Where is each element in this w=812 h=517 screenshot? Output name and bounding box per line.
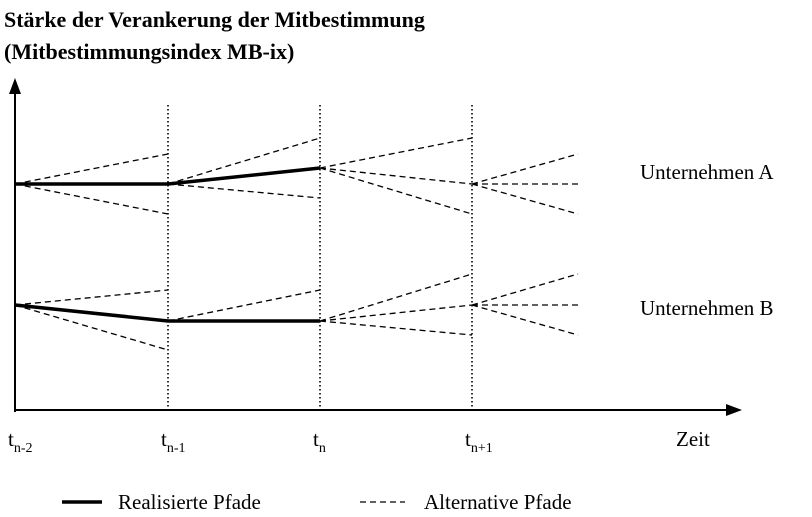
time-label: tn-1 xyxy=(161,427,186,456)
time-label: tn xyxy=(313,427,326,456)
alternative-paths xyxy=(14,137,579,351)
x-axis-label: Zeit xyxy=(676,427,710,451)
time-sub: n-1 xyxy=(167,441,186,456)
title-line: Stärke der Verankerung der Mitbestimmung xyxy=(4,7,425,32)
time-base: t xyxy=(8,427,14,451)
time-sub: n-2 xyxy=(14,441,33,456)
time-sub: n xyxy=(319,441,326,456)
axes xyxy=(9,78,742,416)
time-base: t xyxy=(313,427,319,451)
company-label: Unternehmen A xyxy=(640,160,774,184)
realized-paths xyxy=(14,166,321,323)
time-label: tn-2 xyxy=(8,427,33,456)
legend-label: Realisierte Pfade xyxy=(118,490,261,514)
legend-label: Alternative Pfade xyxy=(424,490,572,514)
company-label: Unternehmen B xyxy=(640,296,774,320)
time-sub: n+1 xyxy=(471,441,493,456)
time-labels: tn-2 tn-1 tn tn+1 xyxy=(8,427,493,456)
time-markers xyxy=(167,105,473,410)
title-line: (Mitbestimmungsindex MB-ix) xyxy=(4,39,294,64)
legend: Realisierte Pfade Alternative Pfade xyxy=(62,490,572,514)
time-label: tn+1 xyxy=(465,427,493,456)
time-base: t xyxy=(465,427,471,451)
time-base: t xyxy=(161,427,167,451)
